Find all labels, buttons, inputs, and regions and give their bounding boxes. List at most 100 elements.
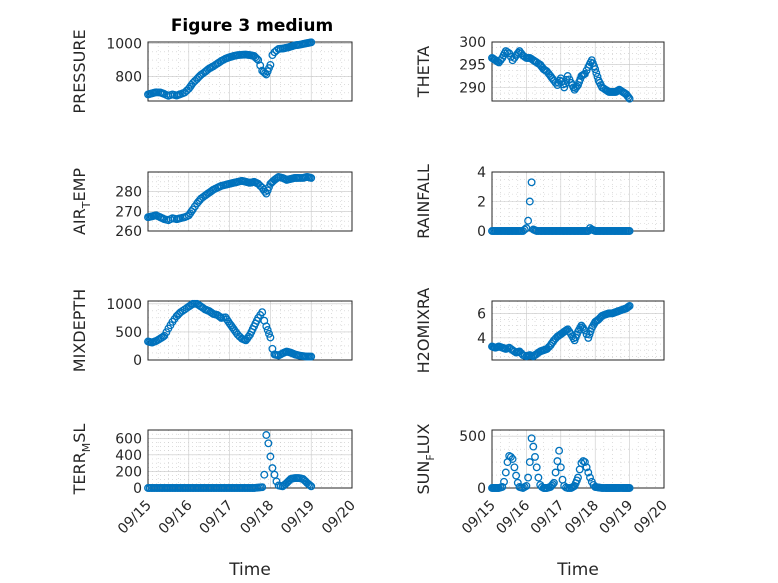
- axes-border-1: [147, 41, 353, 102]
- y-axis-label-tail: SL: [70, 424, 89, 443]
- data-point: [254, 179, 263, 188]
- data-point: [585, 330, 594, 339]
- series-1-1: [144, 38, 316, 100]
- data-point: [592, 69, 601, 77]
- data-point: [572, 82, 581, 91]
- data-point: [625, 484, 634, 492]
- data-point: [551, 468, 560, 477]
- y-axis-label: MIXDEPTH: [70, 289, 89, 372]
- data-point: [529, 442, 538, 451]
- subplot-6: 4 6 H2OMIXRA: [414, 288, 665, 374]
- data-point: [555, 446, 564, 455]
- data-point: [307, 482, 316, 491]
- y-tick-label: 6: [477, 306, 486, 322]
- x-tick-label: 09/20: [319, 498, 359, 538]
- y-tick-label: 2: [477, 195, 486, 211]
- y-axis-label: THETA: [414, 46, 433, 98]
- y-axis-label-sub: M: [80, 443, 93, 453]
- data-point: [265, 329, 273, 338]
- axes-border-8: [491, 429, 665, 489]
- data-point: [258, 308, 267, 317]
- y-axis-label: AIRTEMP: [70, 168, 93, 235]
- axes-border-3: [147, 171, 353, 232]
- y-tick-label: 295: [459, 58, 486, 74]
- y-axis-label: TERRMSL: [70, 424, 93, 496]
- y-axis-label-main: RAINFALL: [414, 164, 433, 239]
- data-point: [527, 434, 536, 443]
- y-tick-label: 0: [133, 481, 142, 497]
- data-point: [307, 173, 316, 182]
- series-8-1: [488, 434, 634, 492]
- y-axis-label-main: TERR: [70, 452, 89, 495]
- x-axis-label: Time: [556, 560, 599, 580]
- data-point: [625, 227, 634, 235]
- y-tick-label: 0: [477, 481, 486, 497]
- series-4-1: [488, 178, 634, 235]
- y-axis-label: SUNFLUX: [414, 423, 437, 494]
- data-point: [307, 38, 316, 47]
- x-tick-label: 09/19: [597, 498, 637, 538]
- y-axis-label: PRESSURE: [70, 29, 89, 113]
- data-point: [524, 473, 533, 482]
- axes-border-2: [491, 41, 665, 102]
- y-tick-label: 500: [115, 325, 142, 341]
- y-tick-label: 0: [133, 353, 142, 369]
- data-point: [553, 457, 562, 466]
- y-axis-label-main: THETA: [414, 46, 433, 98]
- data-point: [556, 463, 565, 472]
- data-point: [624, 302, 633, 311]
- data-point: [508, 455, 517, 463]
- x-tick-label: 09/16: [493, 497, 533, 537]
- subplot-1: 800 1000 PRESSURE: [70, 29, 353, 114]
- data-point: [262, 431, 271, 439]
- data-point: [524, 216, 533, 225]
- data-point: [534, 473, 543, 482]
- data-point: [272, 477, 281, 486]
- y-tick-label: 1000: [106, 297, 142, 313]
- axes-border-6: [491, 300, 665, 361]
- series-7-1: [144, 431, 316, 492]
- y-tick-label: 300: [459, 35, 486, 51]
- data-point: [188, 79, 197, 87]
- y-axis-label-main: MIXDEPTH: [70, 289, 89, 372]
- x-tick-label: 09/15: [459, 498, 499, 538]
- data-point: [582, 463, 591, 472]
- y-axis-label-main: H2OMIXRA: [414, 288, 433, 374]
- axes-border-5: [147, 300, 353, 361]
- y-axis-label-main: SUN: [414, 461, 433, 495]
- y-tick-label: 4: [477, 165, 486, 181]
- data-point: [262, 322, 271, 331]
- data-point: [624, 93, 633, 102]
- y-tick-label: 800: [115, 69, 142, 85]
- data-point: [307, 352, 316, 361]
- data-point: [233, 330, 242, 339]
- y-axis-label-sub: F: [424, 454, 437, 460]
- y-tick-label: 280: [115, 185, 142, 201]
- data-point: [258, 483, 267, 492]
- y-tick-label: 200: [115, 464, 142, 480]
- series-2-1: [488, 47, 634, 103]
- data-point: [266, 333, 275, 342]
- x-tick-label: 09/18: [237, 498, 277, 538]
- data-point: [498, 483, 507, 491]
- x-tick-label: 09/16: [156, 497, 196, 537]
- data-point: [625, 94, 634, 103]
- data-point: [577, 459, 586, 468]
- y-axis-label-main: AIR: [70, 208, 89, 235]
- y-tick-label: 4: [477, 331, 486, 347]
- series-5-1: [144, 299, 316, 361]
- y-axis-label: H2OMIXRA: [414, 288, 433, 374]
- y-tick-label: 260: [115, 224, 142, 240]
- subplot-4: 0 2 4 RAINFALL: [414, 164, 665, 240]
- series-6-1: [488, 301, 634, 361]
- data-point: [263, 326, 272, 334]
- x-tick-label: 09/19: [278, 498, 318, 538]
- data-point: [580, 326, 589, 335]
- y-tick-label: 270: [115, 204, 142, 220]
- x-tick-label: 09/18: [562, 498, 602, 538]
- y-tick-label: 600: [115, 431, 142, 447]
- data-point: [527, 178, 536, 187]
